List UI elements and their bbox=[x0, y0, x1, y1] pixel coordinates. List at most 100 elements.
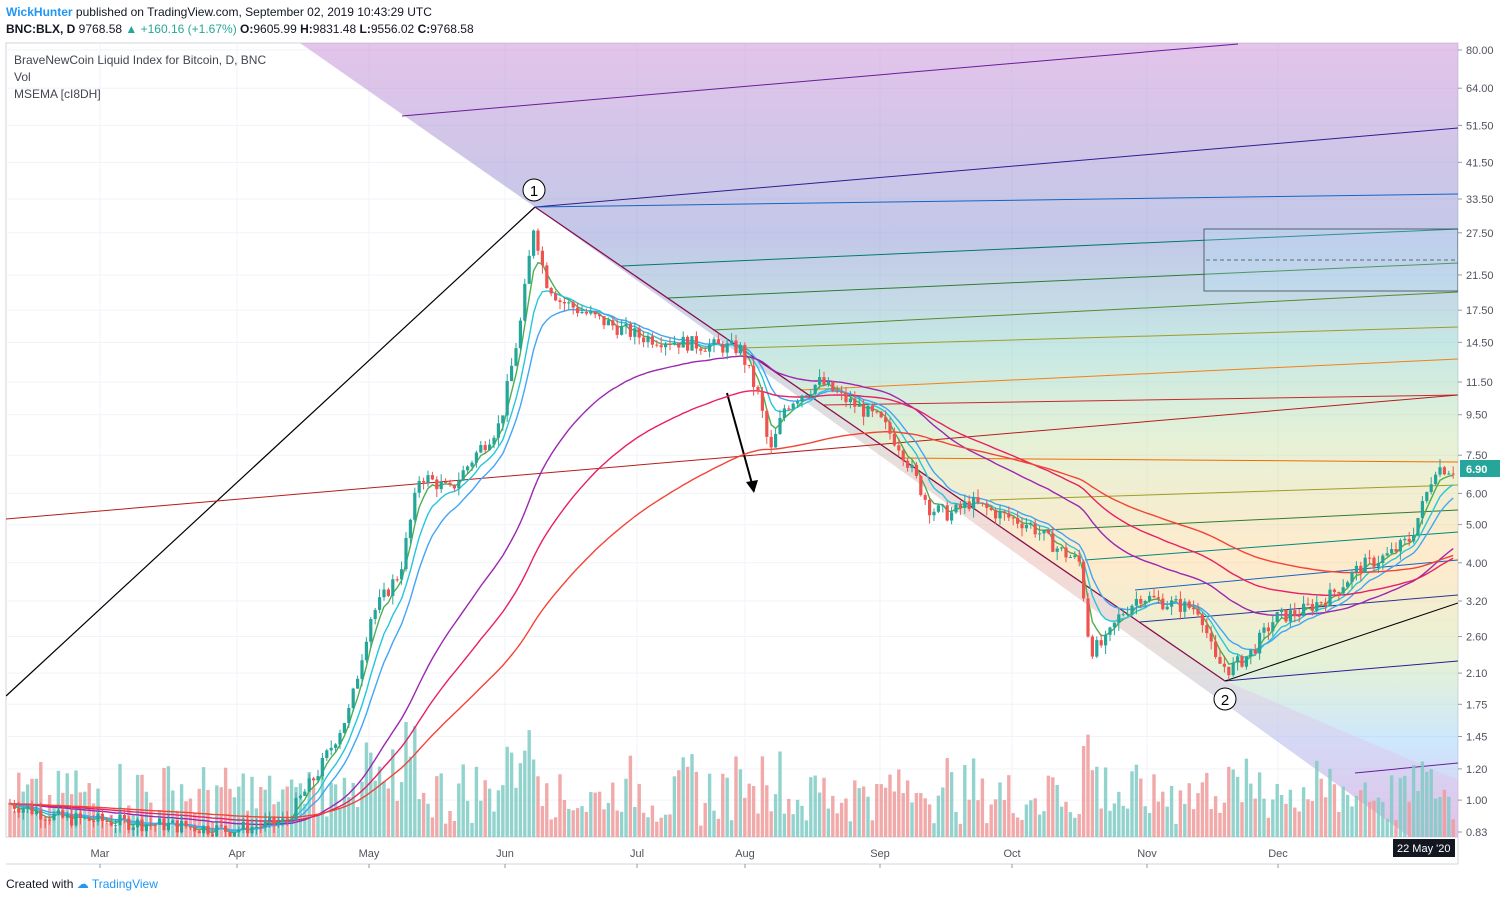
candle-body bbox=[593, 311, 597, 315]
candle-body bbox=[932, 511, 936, 516]
candle-body bbox=[268, 816, 272, 821]
candle-body bbox=[430, 475, 434, 480]
price-tick-label: 5.00 bbox=[1466, 520, 1487, 532]
volume-bar bbox=[355, 806, 360, 837]
legend-msema[interactable]: MSEMA [cI8DH] bbox=[14, 87, 101, 101]
candle-body bbox=[404, 538, 408, 570]
volume-bar bbox=[738, 769, 743, 837]
candle-body bbox=[809, 394, 813, 396]
candle-body bbox=[945, 505, 949, 521]
candle-body bbox=[1104, 634, 1108, 646]
legend-title[interactable]: BraveNewCoin Liquid Index for Bitcoin, D… bbox=[14, 53, 267, 67]
volume-bar bbox=[663, 814, 668, 837]
volume-bar bbox=[602, 809, 606, 837]
volume-bar bbox=[857, 788, 861, 837]
volume-bar bbox=[826, 808, 831, 837]
volume-bar bbox=[932, 823, 936, 837]
candle-body bbox=[1324, 602, 1328, 606]
volume-bar bbox=[1046, 775, 1051, 837]
volume-bar bbox=[703, 803, 707, 837]
candle-body bbox=[1425, 492, 1429, 502]
time-tick-label: Sep bbox=[870, 848, 890, 860]
candle-body bbox=[906, 460, 910, 468]
candle-body bbox=[188, 826, 192, 828]
volume-bar bbox=[1051, 777, 1055, 837]
candle-body bbox=[853, 398, 857, 407]
candle-body bbox=[1368, 557, 1372, 559]
candle-body bbox=[316, 776, 320, 781]
price-tick-label: 11.50 bbox=[1466, 377, 1493, 389]
time-axis[interactable]: Mar Apr May Jun Jul Aug Sep Oct Nov Dec bbox=[91, 848, 1289, 868]
tradingview-link[interactable]: TradingView bbox=[91, 877, 158, 891]
candle-body bbox=[1447, 473, 1451, 475]
fib-fan-lines bbox=[401, 43, 1458, 774]
candle-body bbox=[831, 381, 835, 392]
candle-body bbox=[474, 452, 478, 463]
volume-bar bbox=[171, 790, 175, 837]
volume-bar bbox=[888, 774, 892, 837]
volume-bar bbox=[1341, 786, 1345, 837]
target-box[interactable] bbox=[1203, 228, 1458, 292]
volume-bar bbox=[963, 765, 967, 837]
candle-body bbox=[870, 405, 874, 412]
candle-body bbox=[1170, 600, 1174, 607]
volume-bar bbox=[47, 794, 52, 837]
candle-body bbox=[224, 825, 228, 832]
volume-bar bbox=[866, 796, 870, 837]
candle-body bbox=[1205, 625, 1209, 634]
candle-body bbox=[1227, 666, 1231, 676]
pivot-2-marker[interactable] bbox=[1213, 687, 1237, 711]
fan-edge-fill bbox=[300, 43, 1458, 837]
candle-body bbox=[1020, 523, 1024, 529]
candle-body bbox=[1372, 557, 1376, 567]
candle-body bbox=[276, 822, 280, 825]
volume-bar bbox=[250, 776, 254, 837]
volume-bar bbox=[751, 786, 756, 837]
volume-bar bbox=[927, 804, 932, 837]
candle-body bbox=[967, 501, 971, 509]
candle-body bbox=[48, 819, 52, 821]
resistance-line[interactable] bbox=[6, 394, 1458, 520]
support-ray[interactable] bbox=[1224, 602, 1458, 682]
price-axis[interactable]: 80.00 64.00 51.50 41.50 33.50 27.50 21.50 17.50… bbox=[1458, 45, 1494, 839]
candle-body bbox=[655, 344, 659, 346]
candle-body bbox=[1398, 540, 1402, 552]
volume-bar bbox=[1090, 770, 1095, 837]
fan-line bbox=[799, 358, 1458, 391]
volume-bar bbox=[545, 783, 549, 837]
volume-bar bbox=[1029, 800, 1033, 837]
volume-bar bbox=[1376, 797, 1381, 837]
uptrend-line[interactable] bbox=[6, 206, 536, 697]
open-value: 9605.99 bbox=[253, 22, 297, 36]
volume-bar bbox=[395, 800, 399, 837]
candle-body bbox=[540, 250, 544, 266]
volume-bar bbox=[985, 823, 989, 837]
arrow-shaft[interactable] bbox=[726, 392, 755, 492]
volume-bar bbox=[540, 806, 545, 837]
volume-bar bbox=[1169, 785, 1174, 837]
candle-body bbox=[114, 825, 118, 827]
candle-body bbox=[334, 744, 338, 748]
candle-body bbox=[158, 818, 162, 825]
volume-bar bbox=[443, 823, 448, 837]
candle-body bbox=[1258, 632, 1262, 654]
candle-body bbox=[694, 336, 698, 349]
candle-body bbox=[633, 328, 637, 337]
volume-bar bbox=[1359, 790, 1363, 837]
fan-line bbox=[621, 228, 1458, 267]
candle-body bbox=[510, 365, 514, 382]
candle-body bbox=[1266, 627, 1270, 632]
volume-bar bbox=[1183, 803, 1187, 837]
volume-bar bbox=[624, 778, 628, 837]
author-link[interactable]: WickHunter bbox=[6, 5, 73, 19]
candle-body bbox=[866, 405, 870, 417]
pivot-1-marker[interactable] bbox=[522, 178, 546, 202]
candle-body bbox=[140, 819, 144, 832]
candle-body bbox=[1024, 524, 1028, 529]
candle-body bbox=[1139, 598, 1143, 604]
legend-volume[interactable]: Vol bbox=[14, 70, 31, 84]
candle-body bbox=[941, 505, 945, 507]
candle-body bbox=[1416, 517, 1420, 536]
volume-bar bbox=[958, 823, 963, 837]
